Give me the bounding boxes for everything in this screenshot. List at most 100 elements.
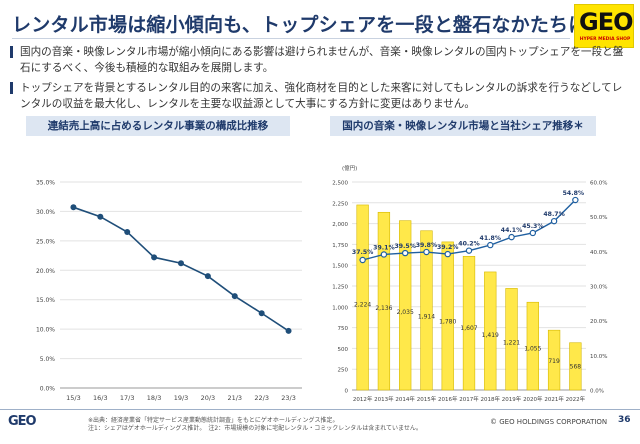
market-bar <box>420 230 433 391</box>
left-y-tick-label: 25.0% <box>36 238 55 245</box>
bar-value-label: 1,221 <box>503 339 520 346</box>
market-bar <box>356 204 369 391</box>
left-chart-title: 連結売上高に占めるレンタル事業の構成比推移 <box>26 116 290 136</box>
right-left-tick-label: 1,750 <box>332 243 348 249</box>
left-x-tick-label: 17/3 <box>120 394 135 402</box>
market-bar <box>462 255 476 391</box>
copyright: © GEO HOLDINGS CORPORATION <box>490 418 608 426</box>
page-number: 36 <box>618 415 631 425</box>
bar-value-label: 568 <box>570 364 582 371</box>
market-bar <box>484 271 497 391</box>
share-value-label: 41.8% <box>480 235 501 242</box>
left-data-point <box>258 310 265 317</box>
right-chart-title: 国内の音楽・映像レンタル市場と当社シェア推移＊ <box>330 116 596 136</box>
right-x-tick-label: 2021年 <box>544 395 564 403</box>
left-data-point <box>204 273 211 280</box>
right-x-tick-label: 2013年 <box>374 395 394 403</box>
left-x-tick-label: 21/3 <box>227 394 242 402</box>
left-y-tick-label: 30.0% <box>36 209 55 216</box>
left-series-line <box>73 206 289 332</box>
share-data-point <box>465 247 473 254</box>
share-value-label: 54.8% <box>563 190 584 197</box>
market-bar <box>441 241 454 391</box>
bar-value-label: 1,780 <box>439 318 456 325</box>
right-unit-label: (億円) <box>342 164 357 172</box>
bullet-text: トップシェアを背景とするレンタル目的の来客に加え、強化商材を目的とした来客に対し… <box>20 82 623 110</box>
left-y-tick-label: 0.0% <box>40 386 56 393</box>
page-title: レンタル市場は縮小傾向も、トップシェアを一段と盤石なかたちに <box>12 14 588 36</box>
bar-value-label: 1,914 <box>418 313 435 320</box>
left-data-point <box>178 260 184 267</box>
market-bar <box>505 288 518 391</box>
right-left-tick-label: 1,500 <box>332 264 348 270</box>
right-left-tick-label: 2,000 <box>332 222 348 228</box>
bullet-marker <box>10 82 13 94</box>
right-right-tick-label: 40.0% <box>590 250 607 256</box>
share-value-label: 45.3% <box>522 223 543 230</box>
left-x-tick-label: 20/3 <box>201 394 216 402</box>
share-data-point <box>423 248 430 256</box>
right-right-tick-label: 50.0% <box>590 215 607 221</box>
share-value-label: 39.8% <box>416 242 437 249</box>
share-value-label: 40.2% <box>458 241 479 248</box>
left-y-tick-label: 5.0% <box>40 356 56 363</box>
right-left-tick-label: 2,250 <box>332 201 348 207</box>
share-value-label: 44.1% <box>501 227 522 234</box>
share-value-label: 39.1% <box>373 244 394 251</box>
market-bar <box>547 329 561 391</box>
market-bar <box>377 211 391 391</box>
bullet-marker <box>10 46 13 58</box>
right-x-tick-label: 2015年 <box>417 395 437 403</box>
geo-logo: GEO HYPER MEDIA SHOP <box>574 4 634 48</box>
left-data-point <box>97 213 104 220</box>
bar-value-label: 1,055 <box>524 346 541 353</box>
right-x-tick-label: 2012年 <box>353 395 373 403</box>
right-x-tick-label: 2022年 <box>566 395 586 403</box>
right-x-tick-label: 2019年 <box>502 395 522 403</box>
left-data-point <box>285 327 292 334</box>
logo-subtext: HYPER MEDIA SHOP <box>579 37 631 42</box>
right-right-tick-label: 30.0% <box>590 285 607 291</box>
right-left-tick-label: 1,000 <box>332 305 348 311</box>
left-data-point <box>151 254 158 261</box>
right-left-tick-label: 500 <box>338 347 349 353</box>
bar-value-label: 1,607 <box>460 325 477 332</box>
right-left-tick-label: 2,500 <box>332 181 348 187</box>
bar-value-label: 719 <box>548 358 560 365</box>
share-data-point <box>572 196 579 204</box>
right-left-tick-label: 1,250 <box>332 285 348 291</box>
footer-divider <box>0 409 640 410</box>
share-data-point <box>529 229 537 237</box>
left-y-tick-label: 10.0% <box>36 327 55 334</box>
left-x-tick-label: 15/3 <box>66 394 81 402</box>
right-right-tick-label: 10.0% <box>590 354 607 360</box>
right-left-tick-label: 250 <box>338 368 349 374</box>
right-right-tick-label: 20.0% <box>590 319 607 325</box>
left-data-point <box>124 229 131 236</box>
market-bar <box>526 301 539 391</box>
market-bar <box>399 220 412 391</box>
bar-value-label: 2,136 <box>375 305 392 312</box>
right-left-tick-label: 0 <box>345 389 349 395</box>
left-y-tick-label: 15.0% <box>36 297 55 304</box>
right-right-tick-label: 60.0% <box>590 181 607 187</box>
share-value-label: 39.5% <box>394 243 415 250</box>
title-divider <box>12 38 570 39</box>
footer-note-1: ※出典：経済産業省「特定サービス産業動態統計調査」をもとにゲオホールディングス推… <box>88 417 339 424</box>
bar-value-label: 1,419 <box>482 332 499 339</box>
share-data-point <box>508 233 515 241</box>
right-right-tick-label: 0.0% <box>590 389 604 395</box>
right-x-tick-label: 2016年 <box>438 395 458 403</box>
right-x-tick-label: 2020年 <box>523 395 543 403</box>
footer-logo: GEO <box>8 414 37 429</box>
left-data-point <box>231 293 238 300</box>
left-x-tick-label: 19/3 <box>174 394 189 402</box>
right-x-tick-label: 2018年 <box>481 395 501 403</box>
bullet-text: 国内の音楽・映像レンタル市場が縮小傾向にある影響は避けられませんが、音楽・映像レ… <box>20 46 624 74</box>
market-bar <box>569 342 582 391</box>
left-y-tick-label: 35.0% <box>36 180 55 187</box>
left-x-tick-label: 16/3 <box>93 394 108 402</box>
share-value-label: 48.7% <box>543 211 564 218</box>
share-value-label: 37.5% <box>352 249 373 256</box>
